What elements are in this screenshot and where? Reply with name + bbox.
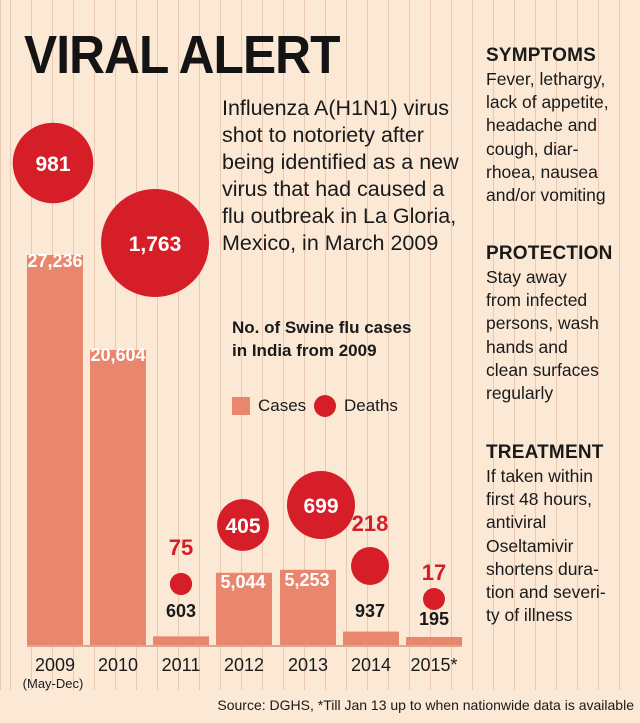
case-bar <box>406 637 462 645</box>
death-label: 1,763 <box>129 233 182 256</box>
baseline <box>27 645 462 647</box>
deaths-dot-icon <box>314 395 336 417</box>
treatment-heading: TREATMENT <box>486 442 604 463</box>
chart-title: No. of Swine flu cases in India from 2009 <box>232 318 412 360</box>
death-circle <box>423 588 445 610</box>
treatment-text: If taken within first 48 hours, antiviral O… <box>486 466 606 626</box>
case-label: 937 <box>355 601 385 621</box>
case-bar <box>153 636 209 645</box>
death-label: 699 <box>303 495 338 518</box>
case-bar <box>343 631 399 645</box>
category-note: (May-Dec) <box>23 676 84 691</box>
case-label: 603 <box>166 601 196 621</box>
protection-text: Stay away from infected persons, wash hands… <box>486 267 599 404</box>
case-bar <box>280 569 336 645</box>
death-circle <box>12 122 94 204</box>
death-circle <box>101 189 209 297</box>
death-label: 405 <box>225 515 260 538</box>
death-label: 218 <box>352 511 389 536</box>
case-label: 20,604 <box>90 345 145 365</box>
category-label: 2013 <box>288 655 328 675</box>
symptoms-heading: SYMPTOMS <box>486 45 596 66</box>
source-note: Source: DGHS, *Till Jan 13 up to when na… <box>217 697 634 713</box>
cases-swatch-icon <box>232 397 250 415</box>
symptoms-text: Fever, lethargy, lack of appetite, headach… <box>486 69 609 206</box>
category-label: 2015* <box>410 655 457 675</box>
legend-cases: Cases <box>232 394 306 418</box>
case-bar <box>90 349 146 645</box>
category-label: 2014 <box>351 655 391 675</box>
protection-heading: PROTECTION <box>486 243 613 264</box>
death-circle <box>217 499 269 551</box>
case-bar <box>27 255 83 645</box>
page-title: VIRAL ALERT <box>24 25 340 85</box>
death-label: 17 <box>422 560 446 585</box>
treatment-section: TREATMENT If taken within first 48 hours,… <box>486 441 636 627</box>
symptoms-section: SYMPTOMS Fever, lethargy, lack of appetit… <box>486 44 636 207</box>
category-label: 2012 <box>224 655 264 675</box>
protection-section: PROTECTION Stay away from infected persons… <box>486 242 636 405</box>
legend-deaths: Deaths <box>314 394 398 418</box>
case-label: 195 <box>419 609 449 629</box>
death-label: 981 <box>35 153 70 176</box>
legend-cases-label: Cases <box>258 396 307 415</box>
death-circle <box>286 470 356 540</box>
case-bar <box>216 572 272 645</box>
category-label: 2010 <box>98 655 138 675</box>
legend-deaths-label: Deaths <box>344 396 398 415</box>
category-label: 2009 <box>35 655 75 675</box>
intro-text: Influenza A(H1N1) virus shot to notoriety… <box>222 96 459 255</box>
category-label: 2011 <box>162 655 201 675</box>
case-label: 5,044 <box>220 572 265 592</box>
death-circle <box>351 547 389 585</box>
case-label: 27,236 <box>27 251 82 271</box>
case-label: 5,253 <box>284 570 329 590</box>
death-label: 75 <box>169 535 193 560</box>
death-circle <box>169 572 193 596</box>
